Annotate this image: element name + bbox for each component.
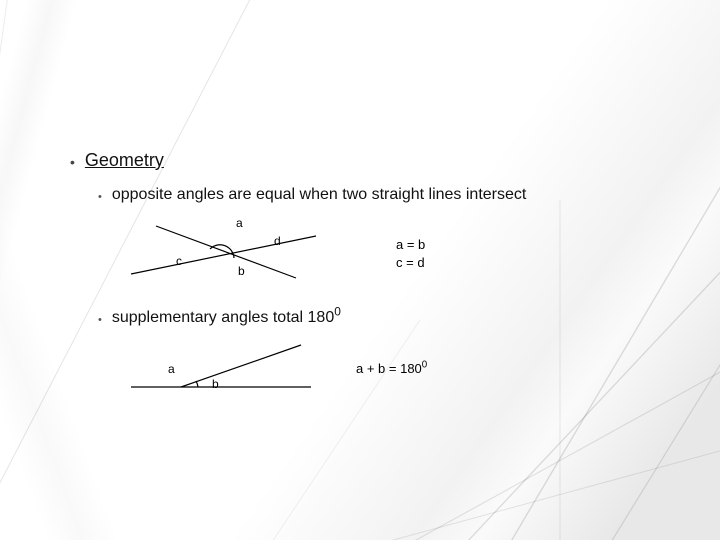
- subbullet-text: opposite angles are equal when two strai…: [112, 186, 526, 204]
- figure-intersecting-lines: a b c d: [126, 216, 326, 291]
- intersecting-lines-svg: [126, 216, 326, 291]
- label-c: c: [176, 254, 182, 268]
- slide-content: • Geometry • opposite angles are equal w…: [70, 150, 670, 415]
- bullet-dot-icon: •: [98, 188, 102, 206]
- figure-row-supplementary: a b a + b = 1800: [126, 339, 670, 397]
- label-a: a: [236, 216, 243, 230]
- label-a: a: [168, 362, 175, 376]
- label-d: d: [274, 234, 281, 248]
- bullet-dot-icon: •: [70, 152, 75, 172]
- subbullet-supplementary: • supplementary angles total 1800: [98, 309, 670, 329]
- label-b: b: [238, 264, 245, 278]
- equations-opposite: a = b c = d: [396, 236, 425, 271]
- figure-supplementary: a b: [126, 339, 316, 397]
- subbullet-text-supplementary: supplementary angles total 1800: [112, 309, 341, 327]
- heading-text: Geometry: [85, 150, 164, 171]
- equation-cd: c = d: [396, 254, 425, 272]
- equation-supplementary: a + b = 1800: [356, 361, 427, 376]
- supplementary-svg: [126, 339, 316, 397]
- bullet-dot-icon: •: [98, 311, 102, 329]
- subbullet-opposite-angles: • opposite angles are equal when two str…: [98, 186, 670, 206]
- equation-ab: a = b: [396, 236, 425, 254]
- label-b: b: [212, 377, 219, 391]
- heading-bullet: • Geometry: [70, 150, 670, 172]
- figure-row-opposite: a b c d a = b c = d: [126, 216, 670, 291]
